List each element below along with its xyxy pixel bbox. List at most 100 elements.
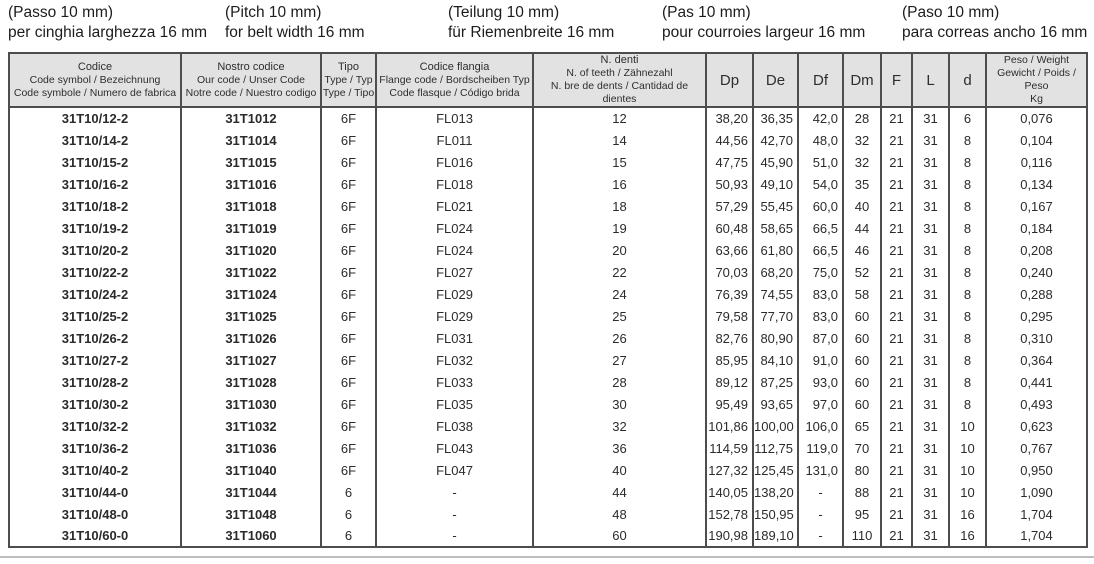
pitch-label-es: (Paso 10 mm): [902, 4, 1000, 21]
cell-d: 10: [948, 415, 987, 437]
cell-De: 45,90: [752, 151, 799, 173]
cell-F: 21: [880, 459, 913, 481]
cell-De: 112,75: [752, 437, 799, 459]
cell-type: 6F: [320, 393, 377, 415]
cell-L: 31: [911, 349, 950, 371]
cell-weight: 0,184: [985, 217, 1088, 239]
cell-Dm: 80: [842, 459, 882, 481]
cell-F: 21: [880, 261, 913, 283]
cell-weight: 0,441: [985, 371, 1088, 393]
cell-code_symbol: 31T10/27-2: [8, 349, 182, 371]
cell-F: 21: [880, 349, 913, 371]
cell-Df: 48,0: [797, 129, 844, 151]
cell-d: 10: [948, 481, 987, 503]
cell-weight: 0,364: [985, 349, 1088, 371]
cell-flange_code: FL013: [375, 107, 534, 129]
cell-L: 31: [911, 217, 950, 239]
cell-weight: 0,623: [985, 415, 1088, 437]
cell-Dm: 32: [842, 129, 882, 151]
cell-L: 31: [911, 151, 950, 173]
cell-Df: 66,5: [797, 217, 844, 239]
cell-type: 6F: [320, 305, 377, 327]
cell-our_code: 31T1020: [180, 239, 322, 261]
cell-Dp: 60,48: [705, 217, 754, 239]
cell-our_code: 31T1040: [180, 459, 322, 481]
cell-Dm: 52: [842, 261, 882, 283]
cell-Dm: 110: [842, 525, 882, 547]
cell-F: 21: [880, 415, 913, 437]
table-row: 31T10/25-2 31T1025 6F FL029 25 79,58 77,70 83,0…: [8, 305, 1088, 327]
cell-weight: 0,104: [985, 129, 1088, 151]
cell-Dp: 70,03: [705, 261, 754, 283]
col-header-de: De: [752, 53, 799, 108]
cell-code_symbol: 31T10/60-0: [8, 525, 182, 547]
cell-Dp: 85,95: [705, 349, 754, 371]
cell-Dm: 35: [842, 173, 882, 195]
cell-Dp: 152,78: [705, 503, 754, 525]
table-row: 31T10/15-2 31T1015 6F FL016 15 47,75 45,90 51,0…: [8, 151, 1088, 173]
cell-teeth: 40: [532, 459, 707, 481]
cell-flange_code: FL027: [375, 261, 534, 283]
cell-d: 16: [948, 525, 987, 547]
col-header-dp: Dp: [705, 53, 754, 108]
cell-our_code: 31T1027: [180, 349, 322, 371]
col-header-f: F: [880, 53, 913, 108]
cell-flange_code: FL018: [375, 173, 534, 195]
lang-header-italian: (Passo 10 mm) per cinghia larghezza 16 m…: [8, 3, 207, 43]
cell-d: 8: [948, 393, 987, 415]
cell-F: 21: [880, 195, 913, 217]
cell-weight: 0,767: [985, 437, 1088, 459]
cell-weight: 0,076: [985, 107, 1088, 129]
cell-d: 10: [948, 437, 987, 459]
cell-L: 31: [911, 393, 950, 415]
cell-Dm: 60: [842, 393, 882, 415]
cell-code_symbol: 31T10/36-2: [8, 437, 182, 459]
cell-L: 31: [911, 107, 950, 129]
cell-flange_code: FL047: [375, 459, 534, 481]
cell-teeth: 22: [532, 261, 707, 283]
cell-De: 61,80: [752, 239, 799, 261]
cell-Dm: 60: [842, 327, 882, 349]
cell-weight: 0,134: [985, 173, 1088, 195]
table-row: 31T10/32-2 31T1032 6F FL038 32 101,86 100,00 10…: [8, 415, 1088, 437]
cell-weight: 0,310: [985, 327, 1088, 349]
cell-our_code: 31T1032: [180, 415, 322, 437]
lang-header-german: (Teilung 10 mm) für Riemenbreite 16 mm: [448, 3, 614, 43]
table-row: 31T10/48-0 31T1048 6-48 152,78 150,95-95 21 31…: [8, 503, 1088, 525]
cell-type: 6: [320, 525, 377, 547]
cell-Dp: 79,58: [705, 305, 754, 327]
cell-De: 138,20: [752, 481, 799, 503]
cell-weight: 1,704: [985, 503, 1088, 525]
cell-flange_code: -: [375, 525, 534, 547]
cell-Df: 83,0: [797, 305, 844, 327]
cell-F: 21: [880, 107, 913, 129]
cell-De: 74,55: [752, 283, 799, 305]
cell-teeth: 20: [532, 239, 707, 261]
cell-our_code: 31T1015: [180, 151, 322, 173]
cell-Dp: 57,29: [705, 195, 754, 217]
cell-d: 8: [948, 195, 987, 217]
cell-teeth: 12: [532, 107, 707, 129]
cell-F: 21: [880, 129, 913, 151]
cell-type: 6F: [320, 371, 377, 393]
cell-L: 31: [911, 327, 950, 349]
cell-flange_code: FL038: [375, 415, 534, 437]
cell-weight: 0,295: [985, 305, 1088, 327]
cell-flange_code: FL016: [375, 151, 534, 173]
cell-flange_code: FL031: [375, 327, 534, 349]
cell-our_code: 31T1036: [180, 437, 322, 459]
lang-header-english: (Pitch 10 mm) for belt width 16 mm: [225, 3, 365, 43]
cell-De: 100,00: [752, 415, 799, 437]
cell-type: 6F: [320, 173, 377, 195]
cell-F: 21: [880, 283, 913, 305]
cell-F: 21: [880, 327, 913, 349]
cell-Dm: 58: [842, 283, 882, 305]
pitch-label-it: (Passo 10 mm): [8, 4, 114, 21]
cell-code_symbol: 31T10/15-2: [8, 151, 182, 173]
cell-De: 55,45: [752, 195, 799, 217]
cell-code_symbol: 31T10/22-2: [8, 261, 182, 283]
cell-weight: 0,288: [985, 283, 1088, 305]
cell-d: 8: [948, 217, 987, 239]
cell-Dm: 46: [842, 239, 882, 261]
cell-teeth: 60: [532, 525, 707, 547]
